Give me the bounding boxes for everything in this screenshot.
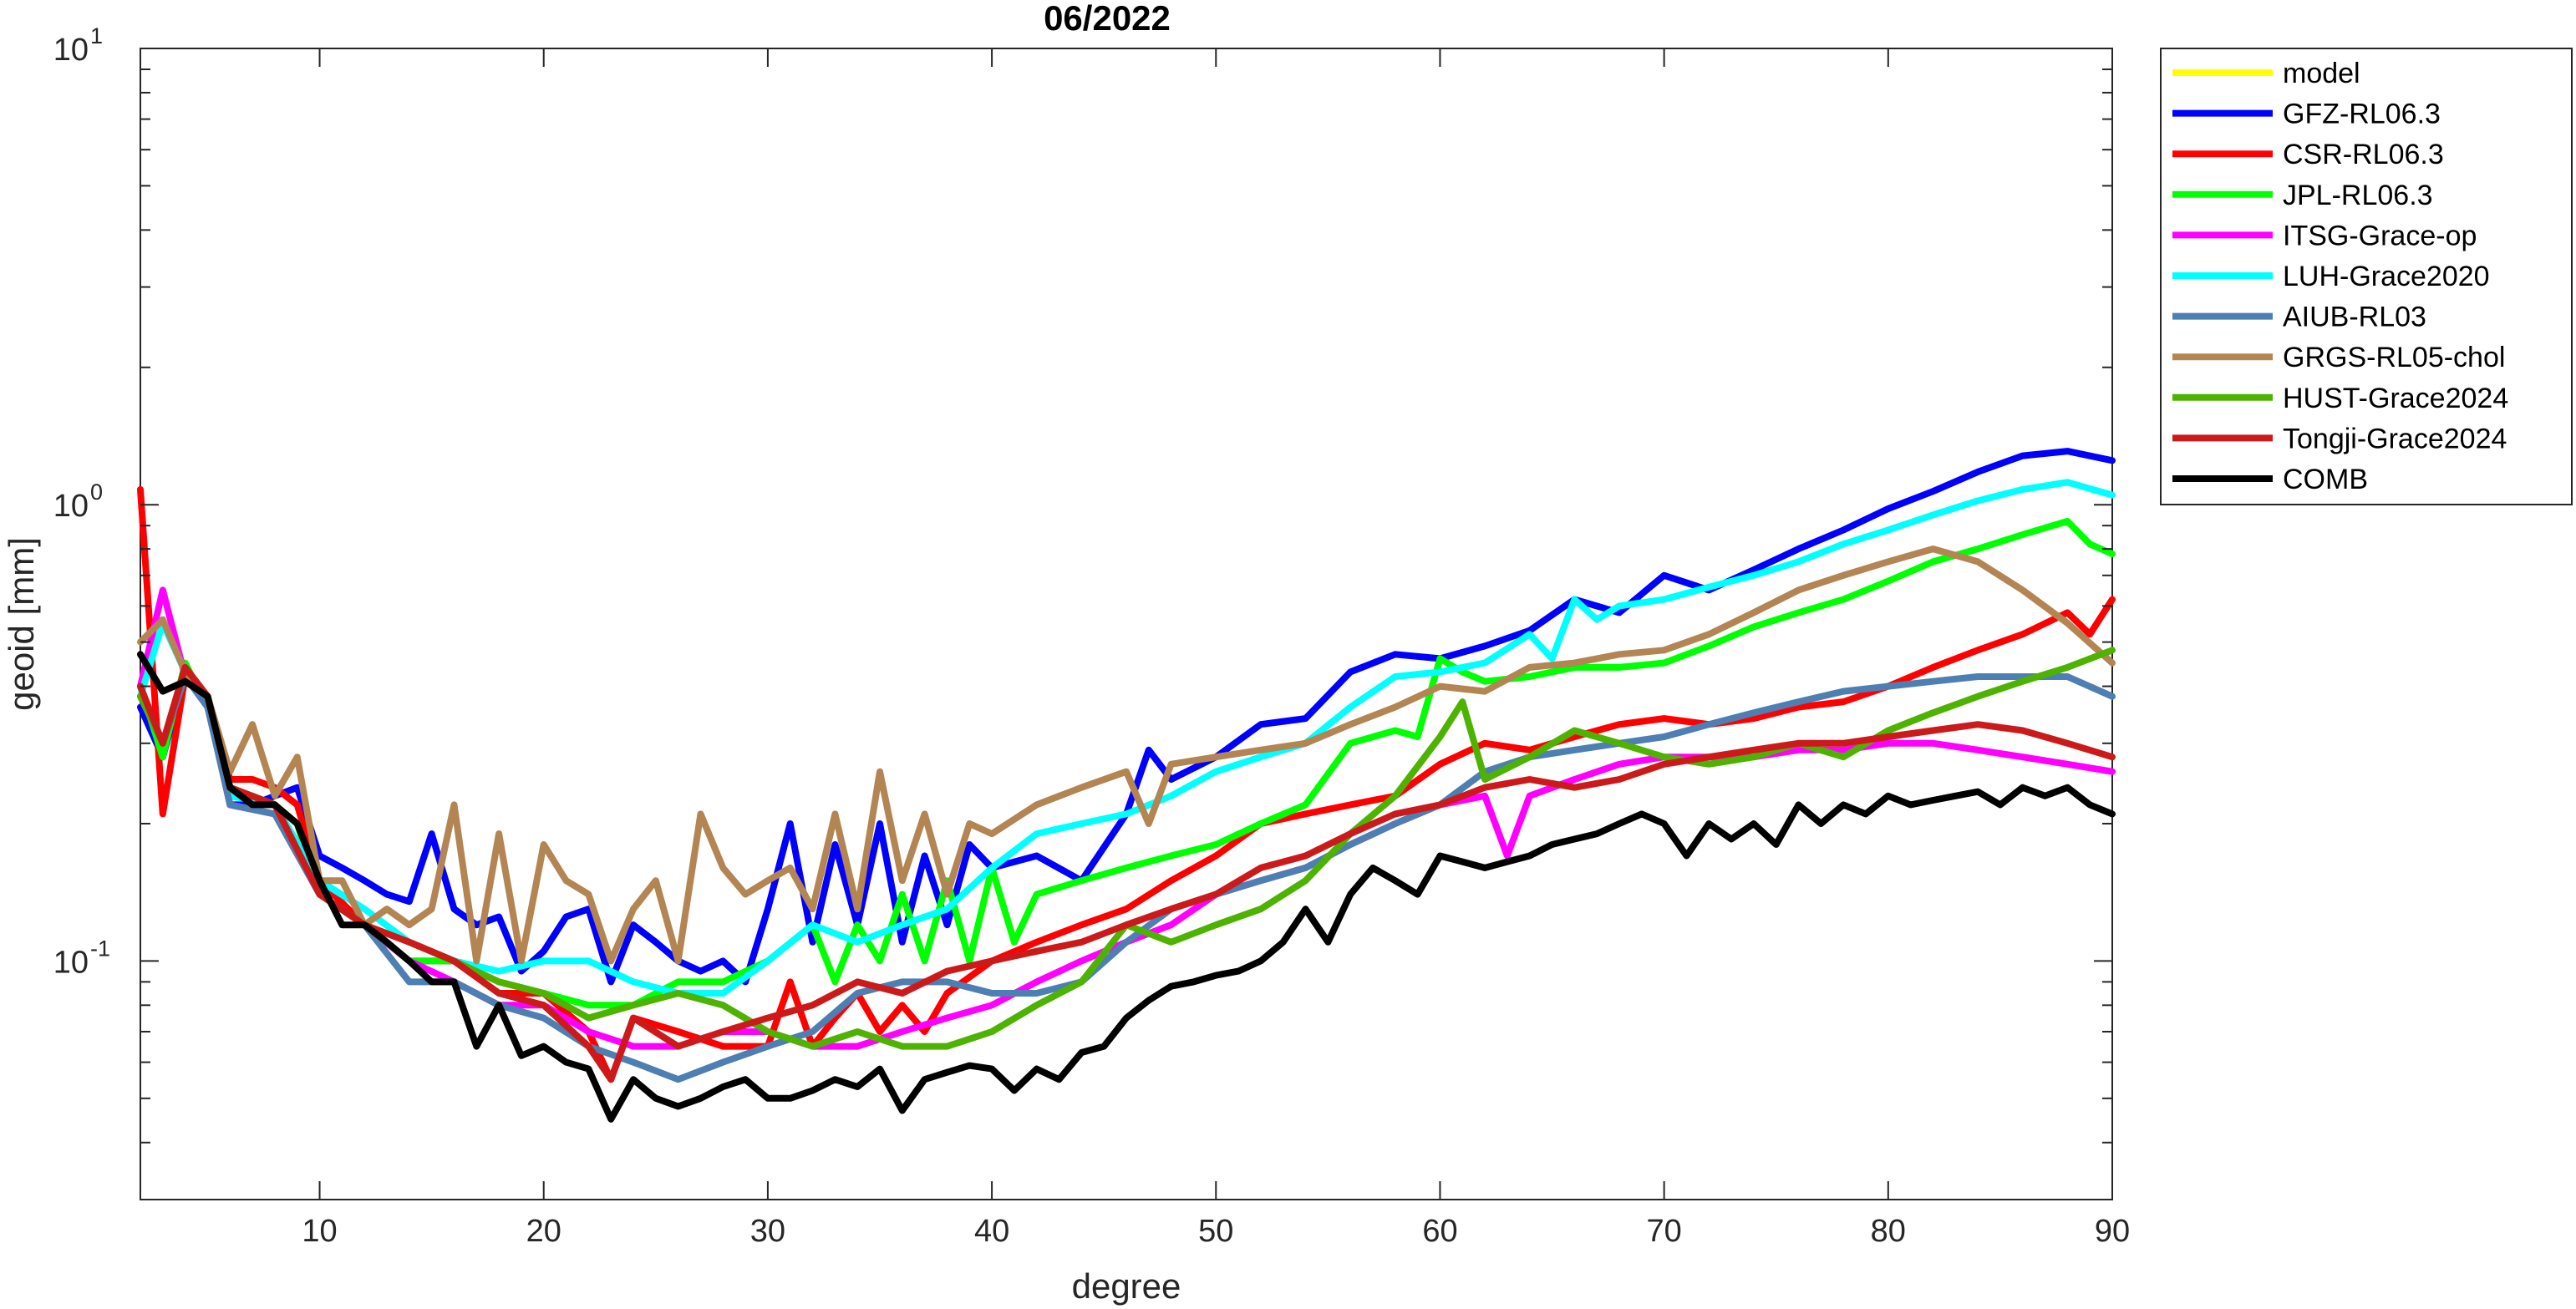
- y-tick-label-exponent: 1: [90, 23, 103, 48]
- legend-items: model GFZ-RL06.3 CSR-RL06.3 JPL-RL06.3 ITSG-…: [2172, 58, 2508, 495]
- legend-label: ITSG-Grace-op: [2283, 220, 2477, 251]
- y-axis-label: geoid [mm]: [2, 537, 41, 711]
- y-tick-label: 10 1: [53, 23, 103, 68]
- legend-item: GRGS-RL05-chol: [2172, 342, 2505, 373]
- legend-item: HUST-Grace2024: [2172, 383, 2508, 414]
- x-tick-label: 70: [1646, 1214, 1681, 1249]
- series-layer: [137, 448, 2116, 1123]
- x-tick-label: 20: [526, 1214, 561, 1249]
- x-tick-label: 50: [1198, 1214, 1233, 1249]
- series-line-comb: [137, 651, 2116, 1123]
- x-tick-label: 30: [750, 1214, 785, 1249]
- legend-label: AIUB-RL03: [2283, 302, 2426, 333]
- legend-item: LUH-Grace2020: [2172, 261, 2490, 292]
- legend-label: COMB: [2283, 464, 2368, 495]
- legend-item: COMB: [2172, 464, 2368, 495]
- plot-area: [140, 48, 2113, 1200]
- x-tick-label: 80: [1871, 1214, 1906, 1249]
- legend-item: GFZ-RL06.3: [2172, 99, 2441, 130]
- x-axis-label: degree: [1072, 1266, 1181, 1306]
- legend-label: Tongji-Grace2024: [2283, 423, 2507, 454]
- legend-item: AIUB-RL03: [2172, 302, 2426, 333]
- legend-label: HUST-Grace2024: [2283, 383, 2508, 414]
- legend-item: JPL-RL06.3: [2172, 180, 2433, 211]
- legend-item: CSR-RL06.3: [2172, 139, 2444, 170]
- y-tick-label-exponent: -1: [90, 936, 110, 961]
- x-tick-label: 90: [2095, 1214, 2130, 1249]
- legend-label: LUH-Grace2020: [2283, 261, 2490, 292]
- legend-item: Tongji-Grace2024: [2172, 423, 2507, 454]
- legend-label: model: [2283, 58, 2360, 89]
- legend: model GFZ-RL06.3 CSR-RL06.3 JPL-RL06.3 ITSG-…: [2160, 48, 2573, 505]
- y-tick-label: 10 -1: [53, 936, 110, 980]
- legend-item: ITSG-Grace-op: [2172, 220, 2477, 251]
- legend-label: GRGS-RL05-chol: [2283, 342, 2505, 373]
- x-axis: 10 20 30 40 50 60 70 80 90: [302, 48, 2130, 1249]
- legend-label: GFZ-RL06.3: [2283, 99, 2441, 130]
- legend-label: JPL-RL06.3: [2283, 180, 2433, 211]
- chart-title: 06/2022: [1044, 0, 1171, 38]
- y-tick-label-base: 10: [53, 33, 89, 68]
- x-tick-label: 40: [974, 1214, 1009, 1249]
- y-tick-label-base: 10: [53, 945, 89, 980]
- y-tick-label-base: 10: [53, 489, 89, 524]
- series-line-grgs-rl05-chol: [137, 545, 2116, 965]
- legend-label: CSR-RL06.3: [2283, 139, 2444, 170]
- x-tick-label: 10: [302, 1214, 337, 1249]
- legend-item: model: [2172, 58, 2360, 89]
- y-tick-label: 10 0: [53, 479, 103, 524]
- x-tick-label: 60: [1422, 1214, 1457, 1249]
- y-tick-label-exponent: 0: [90, 479, 103, 505]
- series-line-tongji-grace2024: [137, 663, 2116, 1083]
